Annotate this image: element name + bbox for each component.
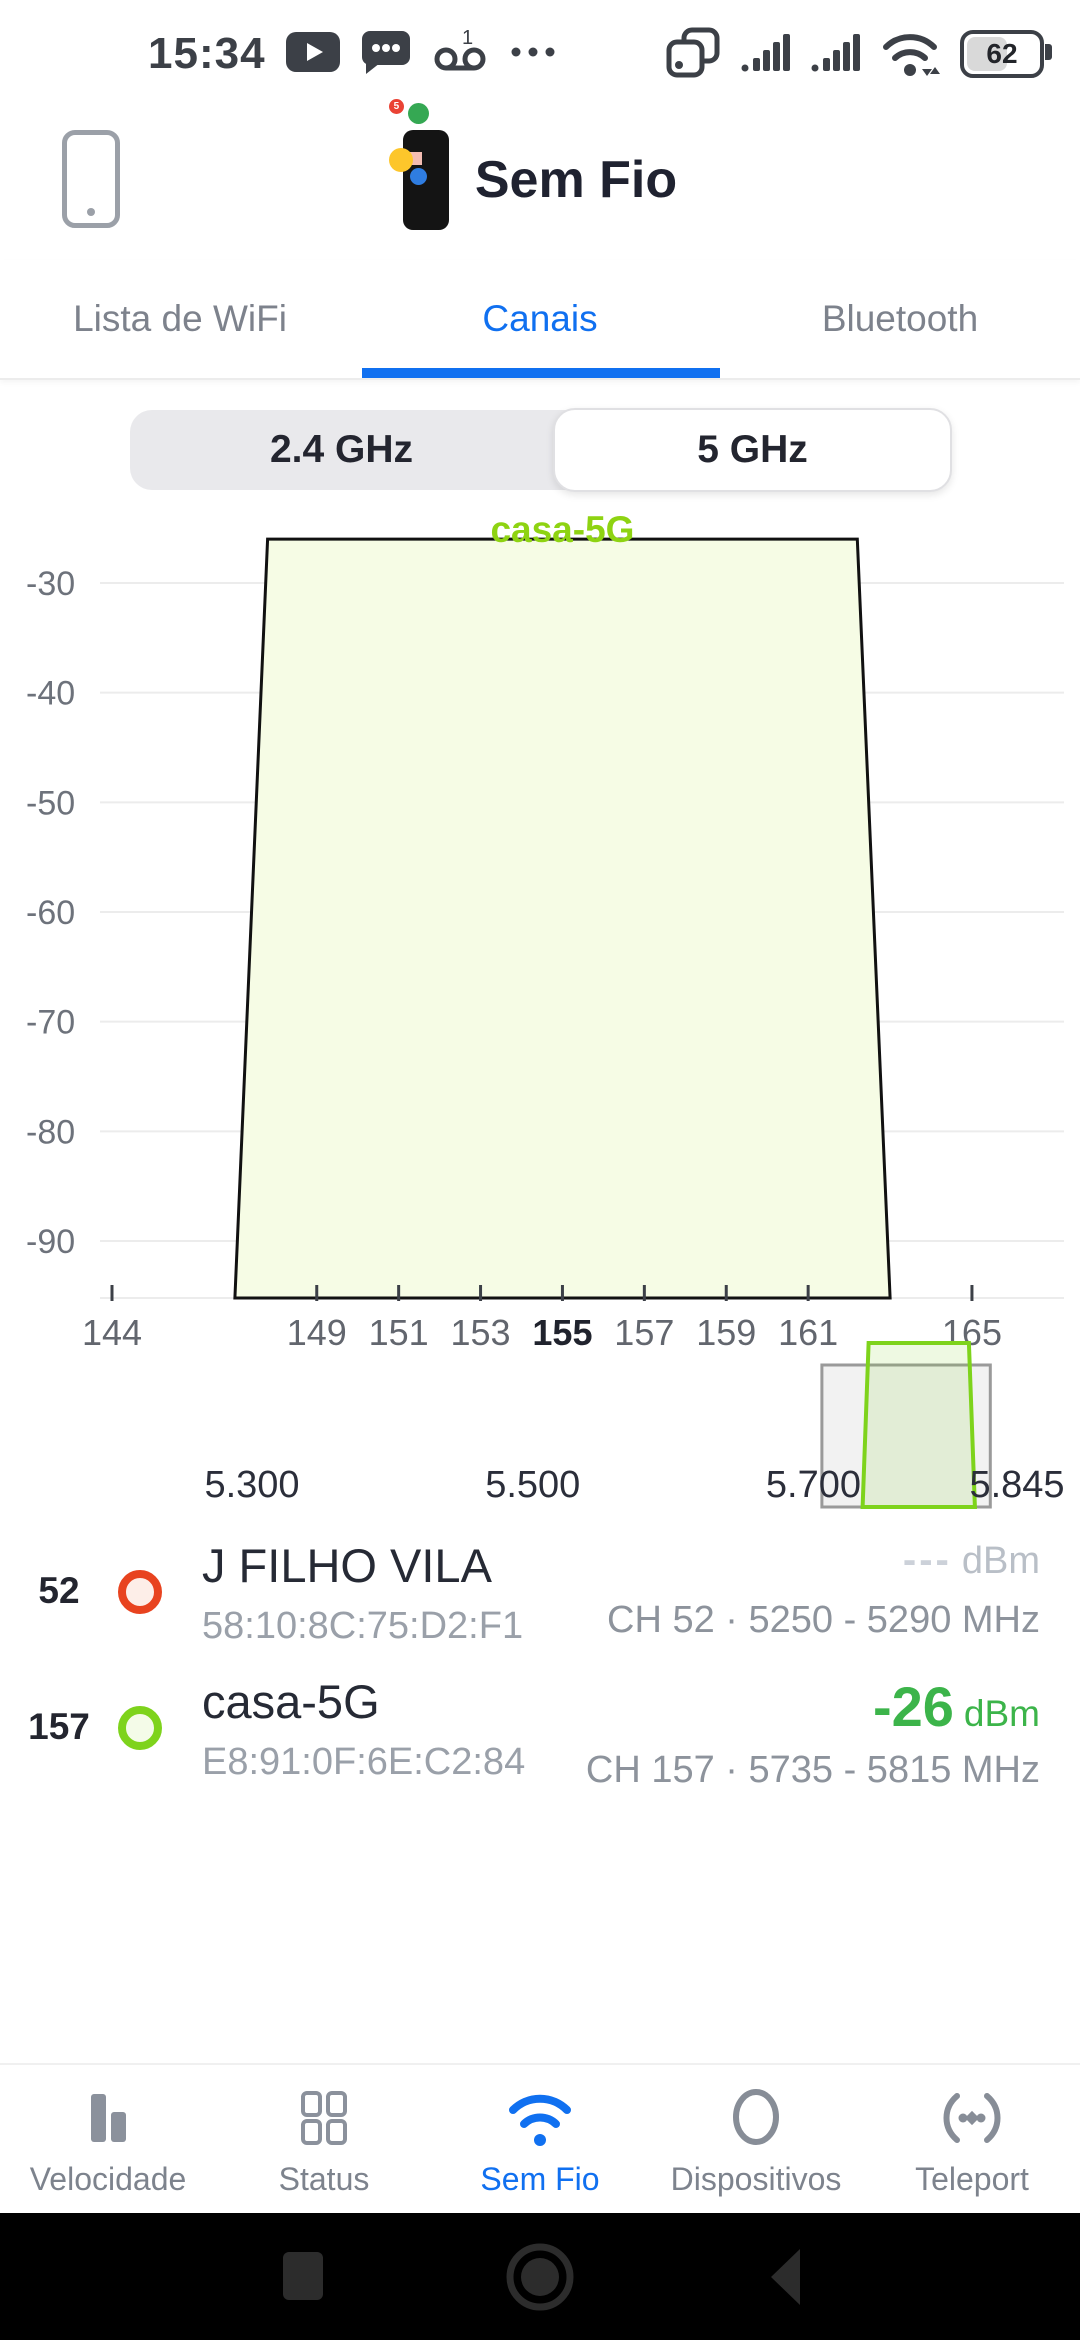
svg-text:casa-5G: casa-5G bbox=[490, 509, 634, 550]
status-bar-left: 15:34 1 bbox=[148, 27, 556, 80]
tab-bar: Lista de WiFi Canais Bluetooth bbox=[0, 260, 1080, 380]
svg-text:157: 157 bbox=[614, 1312, 674, 1353]
network-list: 52 J FILHO VILA 58:10:8C:75:D2:F1 --- dB… bbox=[0, 1538, 1080, 1810]
band-switch: 2.4 GHz 5 GHz bbox=[130, 408, 952, 492]
channel-frequency-detail: CH 157 · 5735 - 5815 MHz bbox=[585, 1749, 1040, 1791]
svg-text:155: 155 bbox=[532, 1312, 592, 1353]
youtube-icon bbox=[285, 31, 340, 77]
home-button[interactable] bbox=[480, 2213, 600, 2340]
teleport-icon bbox=[937, 2085, 1007, 2151]
svg-text:161: 161 bbox=[778, 1312, 838, 1353]
signal-ring-icon bbox=[118, 1706, 162, 1750]
svg-text:5.300: 5.300 bbox=[204, 1464, 299, 1506]
active-tab-underline bbox=[362, 368, 720, 378]
bssid: E8:91:0F:6E:C2:84 bbox=[202, 1741, 526, 1783]
band-option-2-4ghz[interactable]: 2.4 GHz bbox=[269, 428, 414, 471]
network-row-casa-5g[interactable]: 157 casa-5G E8:91:0F:6E:C2:84 -26 dBm CH… bbox=[0, 1674, 1080, 1792]
devices-circle-icon bbox=[724, 2085, 788, 2151]
bssid: 58:10:8C:75:D2:F1 bbox=[202, 1605, 524, 1647]
svg-text:153: 153 bbox=[451, 1312, 511, 1353]
svg-text:-30: -30 bbox=[26, 565, 75, 603]
app-header: 5 Sem Fio bbox=[0, 99, 1080, 260]
svg-text:1: 1 bbox=[462, 29, 473, 49]
svg-text:-50: -50 bbox=[26, 784, 75, 822]
app-logo-phone-icon: 5 bbox=[388, 99, 449, 230]
messages-icon bbox=[360, 29, 412, 80]
signal-value: -26 dBm bbox=[872, 1675, 1040, 1738]
clock: 15:34 bbox=[148, 29, 266, 78]
status-bar: 15:34 1 bbox=[0, 0, 1080, 100]
svg-text:149: 149 bbox=[287, 1312, 347, 1353]
svg-text:151: 151 bbox=[369, 1312, 429, 1353]
channel-frequency-detail: CH 52 · 5250 - 5290 MHz bbox=[607, 1599, 1040, 1641]
svg-text:144: 144 bbox=[82, 1312, 142, 1353]
nav-item-sem-fio[interactable]: Sem Fio bbox=[432, 2065, 648, 2215]
status-grid-icon bbox=[292, 2085, 356, 2151]
channels-chart[interactable]: -30 -40 -50 -60 -70 -80 -90 casa-5G 144 149 151 153… bbox=[0, 0, 1080, 1530]
nav-item-velocidade[interactable]: Velocidade bbox=[0, 2065, 216, 2215]
svg-text:165: 165 bbox=[942, 1312, 1002, 1353]
wifi-icon bbox=[505, 2085, 575, 2151]
nav-item-status[interactable]: Status bbox=[216, 2065, 432, 2215]
signal-ring-icon bbox=[118, 1570, 162, 1614]
battery-percent: 62 bbox=[986, 38, 1018, 69]
bottom-nav: Velocidade Status Sem Fio Dispositivos bbox=[0, 2063, 1080, 2215]
recents-button[interactable] bbox=[244, 2213, 364, 2340]
android-nav-bar bbox=[0, 2213, 1080, 2340]
cell-signal-icon bbox=[810, 31, 862, 78]
ssid: casa-5G bbox=[202, 1675, 380, 1728]
channel-number: 157 bbox=[28, 1706, 90, 1747]
nav-item-teleport[interactable]: Teleport bbox=[864, 2065, 1080, 2215]
voicemail-icon: 1 bbox=[432, 27, 490, 80]
svg-text:5.500: 5.500 bbox=[485, 1464, 580, 1506]
svg-text:-70: -70 bbox=[26, 1004, 75, 1042]
phone-outline-icon[interactable] bbox=[62, 130, 120, 228]
tab-lista-de-wifi[interactable]: Lista de WiFi bbox=[73, 298, 287, 339]
status-bar-right: 62 bbox=[664, 25, 1052, 84]
wifi-status-icon bbox=[880, 27, 942, 82]
nav-item-dispositivos[interactable]: Dispositivos bbox=[648, 2065, 864, 2215]
tab-canais[interactable]: Canais bbox=[482, 298, 598, 339]
battery-fill bbox=[967, 37, 1007, 71]
ssid: J FILHO VILA bbox=[202, 1539, 492, 1592]
svg-text:-80: -80 bbox=[26, 1113, 75, 1151]
svg-text:-90: -90 bbox=[26, 1223, 75, 1261]
page-title: Sem Fio bbox=[474, 151, 678, 209]
channel-number: 52 bbox=[38, 1570, 80, 1611]
battery-icon: 62 bbox=[960, 30, 1052, 78]
tab-bluetooth[interactable]: Bluetooth bbox=[821, 298, 979, 339]
svg-text:159: 159 bbox=[696, 1312, 756, 1353]
cell-signal-icon bbox=[740, 31, 792, 78]
cast-icon bbox=[664, 25, 722, 84]
signal-value: --- dBm bbox=[902, 1538, 1040, 1582]
svg-text:-60: -60 bbox=[26, 894, 75, 932]
svg-text:5.700: 5.700 bbox=[766, 1464, 861, 1506]
band-selected-pill bbox=[553, 408, 952, 492]
band-option-5ghz[interactable]: 5 GHz bbox=[697, 428, 808, 471]
more-dots-icon bbox=[510, 45, 556, 64]
header-center: 5 Sem Fio bbox=[388, 99, 678, 230]
speed-bars-icon bbox=[76, 2085, 140, 2151]
svg-text:5.845: 5.845 bbox=[969, 1464, 1064, 1506]
back-button[interactable] bbox=[726, 2213, 846, 2340]
svg-text:-40: -40 bbox=[26, 675, 75, 713]
network-row-j-filho-vila[interactable]: 52 J FILHO VILA 58:10:8C:75:D2:F1 --- dB… bbox=[0, 1538, 1080, 1656]
